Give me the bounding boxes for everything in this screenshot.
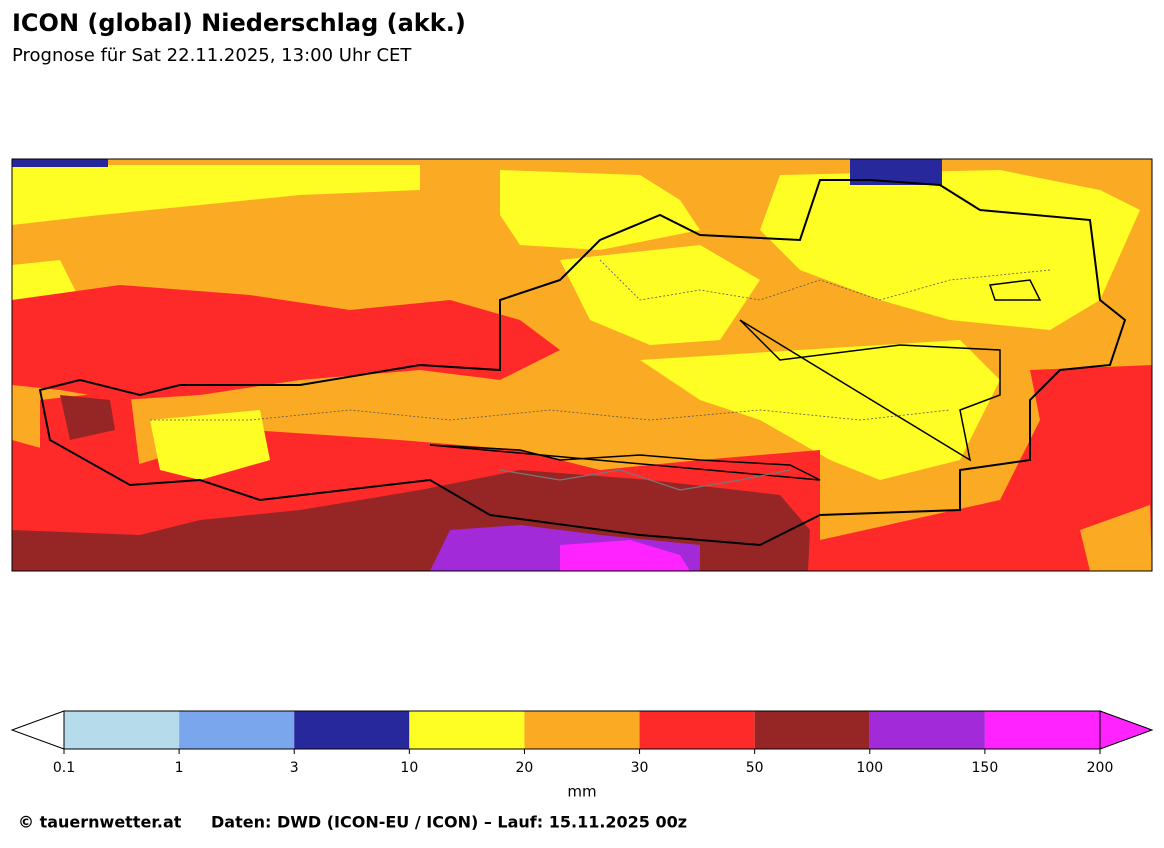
colorbar-tick-label: 0.1 [53,760,75,776]
map-frame [11,158,1153,572]
colorbar-tick-label: 100 [856,760,883,776]
colorbar-over [1099,710,1154,750]
title: ICON (global) Niederschlag (akk.) [12,9,466,37]
colorbar-segment [984,711,1100,749]
colorbar-segment [179,711,295,749]
colorbar: 0.1 1 3 10 20 30 50 100 150 200 [10,710,1154,776]
colorbar-tick-label: 3 [290,760,299,776]
colorbar-segment [294,711,410,749]
colorbar-under [10,710,65,750]
colorbar-segment [409,711,525,749]
data-source: Daten: DWD (ICON-EU / ICON) – Lauf: 15.1… [211,813,687,832]
subtitle: Prognose für Sat 22.11.2025, 13:00 Uhr C… [12,45,412,66]
colorbar-tick-label: 50 [746,760,764,776]
colorbar-segment [524,711,640,749]
colorbar-tick-label: 1 [175,760,184,776]
colorbar-tick-label: 10 [400,760,418,776]
colorbar-segment [869,711,985,749]
colorbar-segment [64,711,180,749]
colorbar-segment [639,711,755,749]
colorbar-tick-label: 30 [631,760,649,776]
colorbar-tick-label: 150 [972,760,999,776]
colorbar-frame [63,710,1101,750]
colorbar-tick-label: 20 [516,760,534,776]
copyright: © tauernwetter.at [18,813,182,832]
precip-map [12,159,1152,571]
colorbar-segment [754,711,870,749]
colorbar-label: mm [567,783,596,801]
colorbar-tick-label: 200 [1087,760,1114,776]
